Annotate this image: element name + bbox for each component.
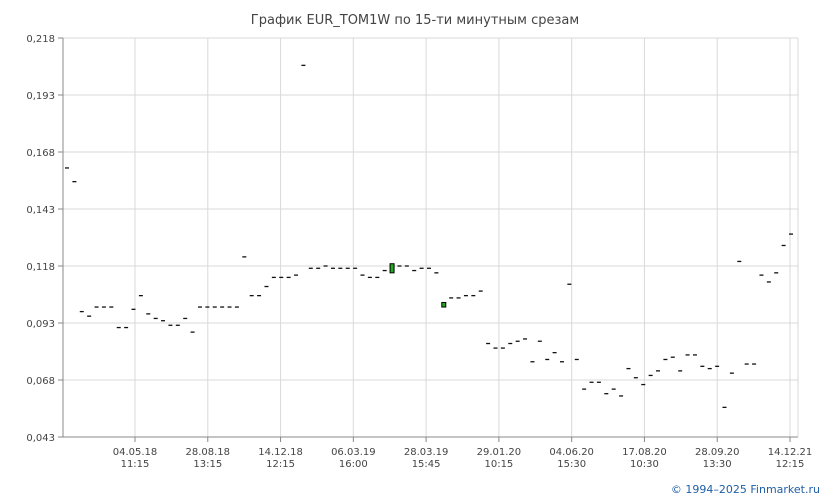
x-tick-time-label: 10:15: [484, 459, 513, 470]
x-tick-time-label: 15:30: [557, 459, 586, 470]
y-tick-label: 0,043: [26, 433, 55, 444]
y-tick-label: 0,143: [26, 205, 55, 216]
x-tick-time-label: 11:15: [121, 459, 150, 470]
x-tick-date-label: 14.12.21: [768, 447, 813, 458]
x-tick-date-label: 28.08.18: [186, 447, 231, 458]
y-tick-label: 0,093: [26, 319, 55, 330]
x-tick-time-label: 13:30: [703, 459, 732, 470]
x-tick-date-label: 29.01.20: [477, 447, 522, 458]
data-marks: [65, 64, 793, 409]
x-tick-time-label: 12:15: [776, 459, 805, 470]
candle-up: [441, 301, 447, 308]
y-tick-label: 0,068: [26, 376, 55, 387]
y-tick-label: 0,193: [26, 91, 55, 102]
y-tick-label: 0,168: [26, 148, 55, 159]
x-tick-date-label: 17.08.20: [622, 447, 667, 458]
x-tick-date-label: 28.03.19: [404, 447, 449, 458]
x-tick-time-label: 10:30: [630, 459, 659, 470]
x-axis-ticks: 04.05.1811:1528.08.1813:1514.12.1812:150…: [113, 437, 813, 470]
credit-link[interactable]: © 1994–2025 Finmarket.ru: [670, 483, 820, 496]
x-tick-date-label: 04.05.18: [113, 447, 158, 458]
x-tick-time-label: 13:15: [193, 459, 222, 470]
x-tick-time-label: 15:45: [412, 459, 441, 470]
chart-title: График EUR_TOM1W по 15-ти минутным среза…: [251, 13, 579, 28]
candle-up: [389, 263, 395, 274]
x-tick-date-label: 28.09.20: [695, 447, 740, 458]
grid: [63, 37, 798, 438]
y-tick-label: 0,218: [26, 34, 55, 45]
x-tick-time-label: 12:15: [266, 459, 295, 470]
axes: [62, 38, 799, 438]
x-tick-date-label: 14.12.18: [258, 447, 303, 458]
x-tick-date-label: 06.03.19: [331, 447, 376, 458]
y-tick-label: 0,118: [26, 262, 55, 273]
y-axis-ticks: 0,218 0,193 0,168 0,143 0,118 0,093 0,068 0,043: [26, 34, 63, 444]
x-tick-time-label: 16:00: [339, 459, 368, 470]
x-tick-date-label: 04.06.20: [549, 447, 594, 458]
